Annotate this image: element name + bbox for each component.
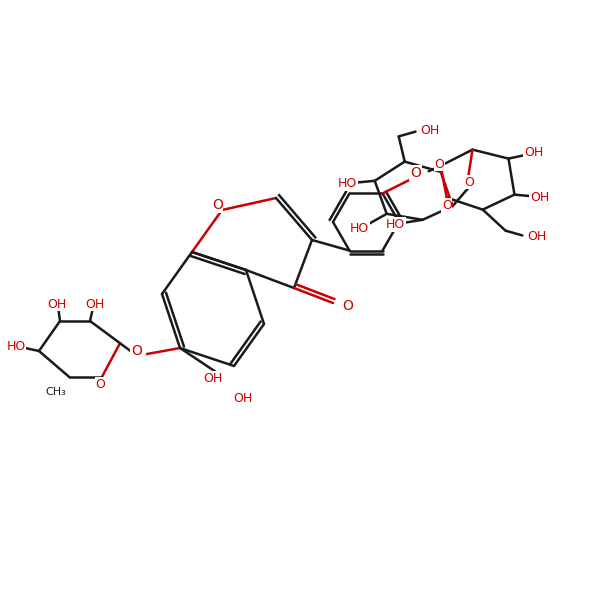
Text: O: O bbox=[212, 198, 223, 212]
Text: OH: OH bbox=[85, 298, 104, 311]
Text: O: O bbox=[131, 344, 142, 358]
Text: HO: HO bbox=[7, 340, 26, 353]
Text: OH: OH bbox=[530, 191, 550, 204]
Text: OH: OH bbox=[524, 146, 544, 159]
Text: OH: OH bbox=[527, 230, 547, 243]
Text: O: O bbox=[95, 378, 105, 391]
Text: O: O bbox=[434, 158, 445, 170]
Text: OH: OH bbox=[47, 298, 67, 311]
Text: O: O bbox=[343, 299, 353, 313]
Text: OH: OH bbox=[233, 392, 253, 406]
Text: HO: HO bbox=[338, 178, 358, 190]
Text: O: O bbox=[410, 166, 421, 180]
Text: HO: HO bbox=[386, 218, 406, 231]
Text: OH: OH bbox=[420, 124, 440, 137]
Text: HO: HO bbox=[350, 223, 370, 235]
Text: O: O bbox=[464, 176, 474, 188]
Text: OH: OH bbox=[203, 371, 223, 385]
Text: O: O bbox=[442, 199, 452, 212]
Text: CH₃: CH₃ bbox=[46, 387, 66, 397]
